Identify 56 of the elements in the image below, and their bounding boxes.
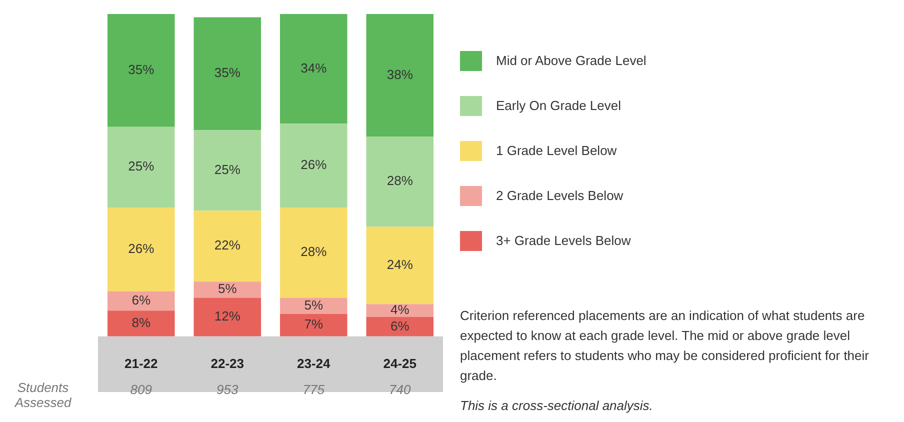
bar	[107, 126, 175, 208]
data-label: 4%	[390, 302, 410, 318]
text: Students Assessed	[13, 380, 72, 410]
data-label: 25%	[128, 158, 155, 174]
x-tick-label: 21-22	[124, 356, 158, 371]
text: Criterion referenced placements are an indication of what students are expected to know at each grade level. The mid or above grade level placement refers to students who may be considered proficient for their grade.	[460, 307, 870, 385]
x-tick-label: 23-24	[297, 356, 332, 371]
data-label: 28%	[300, 244, 328, 260]
data-label: 26%	[128, 240, 155, 256]
bar	[280, 124, 348, 208]
legend-label: 2 Grade Levels Below	[496, 188, 624, 203]
bar	[194, 210, 262, 282]
bar	[366, 317, 434, 336]
text: 809	[129, 382, 153, 397]
bar	[107, 310, 175, 336]
bar	[194, 282, 262, 298]
data-label: 28%	[386, 173, 414, 188]
bar	[107, 291, 175, 311]
data-label: 35%	[214, 65, 241, 80]
bar	[280, 298, 348, 314]
data-label: 8%	[132, 315, 151, 330]
legend-label: 3+ Grade Levels Below	[496, 233, 631, 248]
legend-label: 1 Grade Level Below	[496, 143, 617, 158]
data-label: 25%	[214, 162, 241, 177]
x-tick-label: 24-25	[383, 356, 416, 371]
text: 740	[388, 382, 412, 397]
data-label: 6%	[390, 318, 410, 334]
data-label: 34%	[300, 60, 328, 76]
data-label: 22%	[214, 238, 241, 253]
data-label: 24%	[386, 257, 414, 272]
bar	[366, 136, 434, 227]
bar	[280, 14, 348, 124]
bar	[366, 226, 434, 304]
data-label: 7%	[304, 316, 324, 332]
legend-label: Mid or Above Grade Level	[496, 53, 646, 68]
bar	[280, 314, 348, 336]
bar	[107, 14, 175, 127]
bar	[366, 304, 434, 318]
data-label: 35%	[128, 62, 155, 77]
data-label: 5%	[304, 297, 324, 312]
x-tick-label: 22-23	[210, 356, 244, 371]
legend-label: Early On Grade Level	[496, 98, 622, 113]
data-label: 38%	[386, 66, 414, 82]
bar	[107, 207, 175, 292]
text: This is a cross-sectional analysis.	[460, 397, 654, 415]
data-label: 12%	[214, 308, 241, 324]
bar	[280, 207, 348, 298]
data-label: 6%	[132, 292, 151, 308]
bar	[194, 130, 262, 211]
bar	[194, 17, 262, 130]
bar	[366, 14, 434, 137]
bar	[194, 298, 262, 336]
text: 953	[216, 382, 240, 397]
text: 775	[302, 382, 326, 397]
data-label: 26%	[300, 157, 328, 172]
data-label: 5%	[218, 281, 238, 296]
